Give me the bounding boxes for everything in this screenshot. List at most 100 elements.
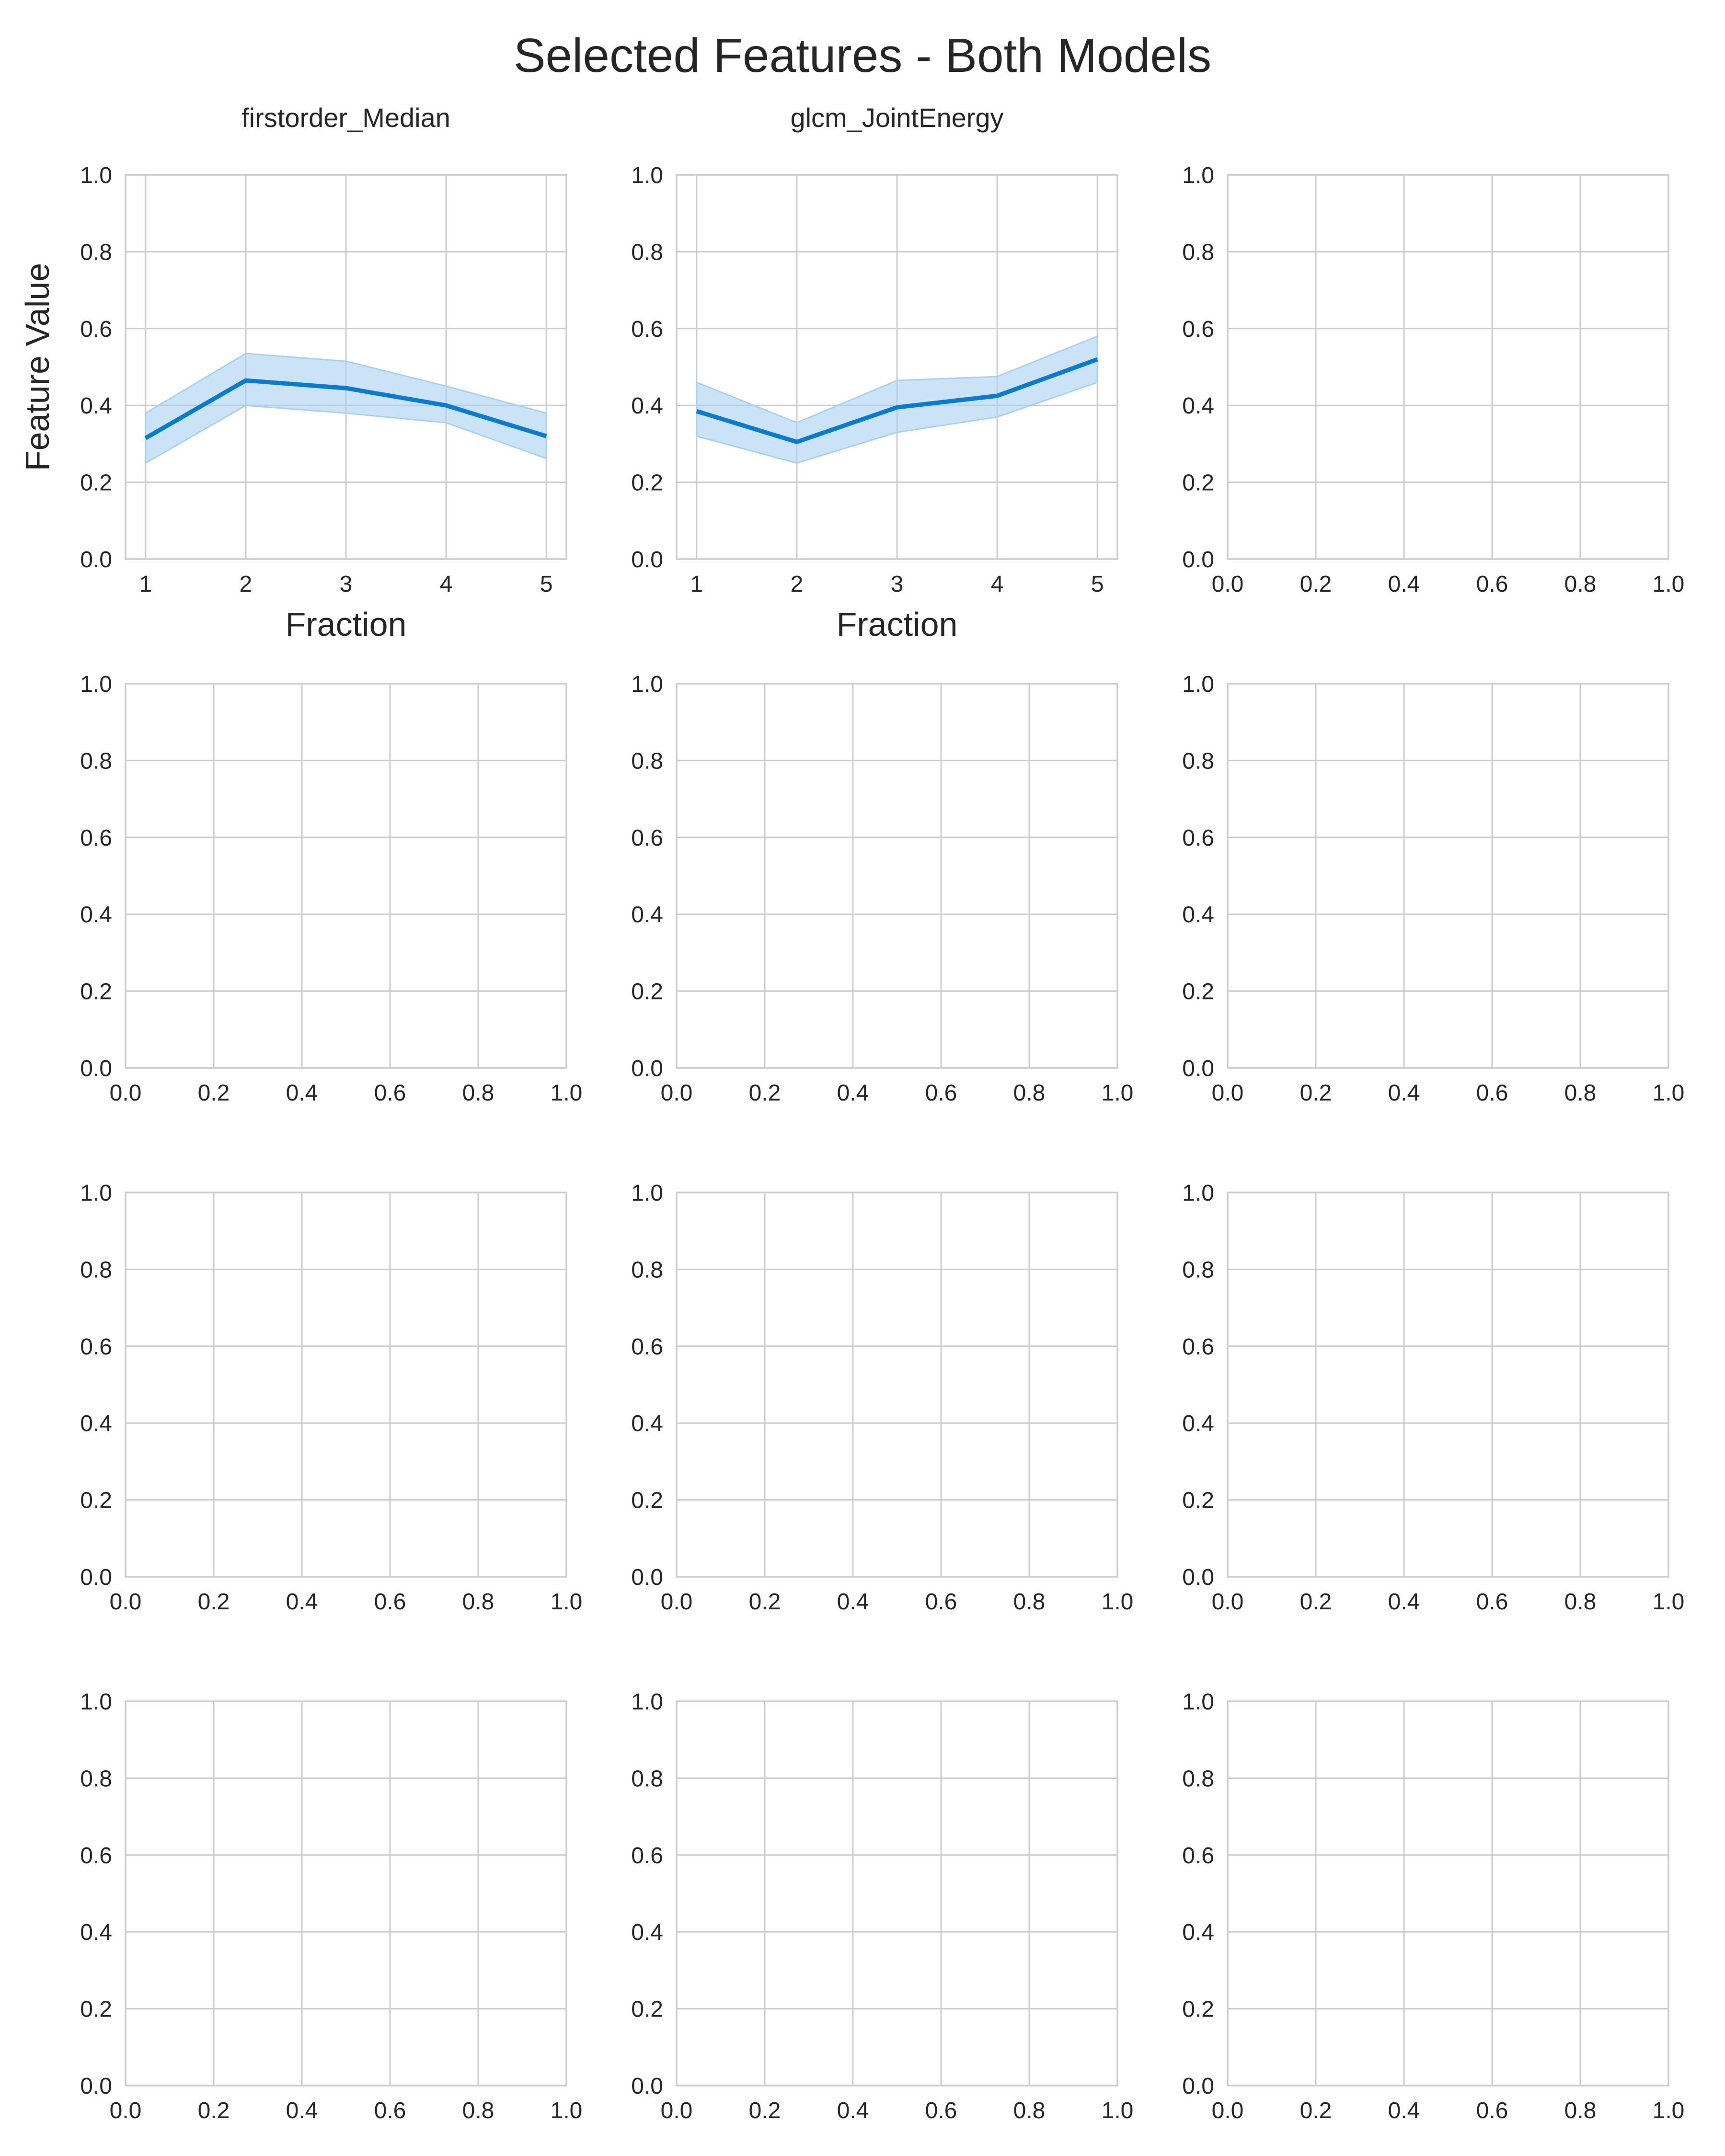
x-tick-label: 0.6 <box>374 1589 406 1615</box>
x-tick-label: 0.2 <box>1300 2098 1332 2123</box>
x-tick-label: 0.2 <box>198 1080 230 1106</box>
y-axis-label: Feature Value <box>19 263 56 471</box>
y-tick-label: 0.2 <box>1182 979 1214 1005</box>
x-tick-label: 1.0 <box>1102 2098 1134 2123</box>
y-tick-label: 0.0 <box>1182 1565 1214 1590</box>
y-tick-label: 1.0 <box>631 163 663 188</box>
y-tick-label: 0.4 <box>631 393 663 419</box>
axes-frame <box>1227 683 1669 1069</box>
subplot-6: 0.0 0.2 0.4 0.6 0.8 1.0 0.0 0.2 0.4 0.6 0.8 1.0 <box>1182 672 1684 1106</box>
y-tick-label: 0.6 <box>80 1334 112 1360</box>
y-tick-label: 0.0 <box>1182 2074 1214 2099</box>
y-tick-label: 1.0 <box>1182 672 1214 697</box>
x-tick-label: 0.4 <box>1388 2098 1420 2123</box>
x-tick-label: 0.2 <box>749 2098 781 2123</box>
y-tick-label: 0.2 <box>631 1997 663 2022</box>
y-tick-label: 0.8 <box>1182 240 1214 265</box>
x-tick-label: 0.0 <box>110 1080 142 1106</box>
y-tick-label: 0.6 <box>80 1843 112 1869</box>
x-tick-label: 0.0 <box>1212 1080 1244 1106</box>
y-tick-label: 0.6 <box>1182 1334 1214 1360</box>
axes-frame <box>125 1192 567 1578</box>
y-tick-label: 1.0 <box>631 1181 663 1206</box>
x-tick-label: 0.6 <box>1476 1080 1508 1106</box>
y-tick-label: 0.8 <box>80 1766 112 1791</box>
x-tick-label: 1 <box>690 572 703 597</box>
x-tick-label: 3 <box>340 572 353 597</box>
subplot-7: 0.0 0.2 0.4 0.6 0.8 1.0 0.0 0.2 0.4 0.6 0.8 1.0 <box>80 1181 582 1615</box>
y-tick-label: 0.4 <box>631 1411 663 1436</box>
y-tick-label: 0.0 <box>631 1565 663 1590</box>
y-tick-label: 0.2 <box>80 979 112 1005</box>
x-tick-label: 0.6 <box>374 1080 406 1106</box>
y-tick-label: 1.0 <box>80 1181 112 1206</box>
x-tick-label: 0.8 <box>1013 2098 1046 2123</box>
confidence-band <box>696 335 1098 464</box>
x-tick-label: 1.0 <box>551 1589 583 1615</box>
subplot-11: 0.0 0.2 0.4 0.6 0.8 1.0 0.0 0.2 0.4 0.6 0.8 1.0 <box>631 1689 1133 2123</box>
subplot-10: 0.0 0.2 0.4 0.6 0.8 1.0 0.0 0.2 0.4 0.6 0.8 1.0 <box>80 1689 582 2123</box>
y-tick-label: 0.8 <box>80 748 112 774</box>
y-tick-label: 0.4 <box>80 393 112 419</box>
y-tick-label: 0.8 <box>631 1766 663 1791</box>
x-tick-label: 1.0 <box>1102 1589 1134 1615</box>
x-tick-label: 2 <box>791 572 804 597</box>
y-tick-label: 0.6 <box>631 1843 663 1869</box>
x-tick-label: 0.6 <box>1476 1589 1508 1615</box>
y-tick-label: 0.0 <box>631 1056 663 1081</box>
x-tick-label: 0.6 <box>374 2098 406 2123</box>
axes-frame <box>1227 174 1669 560</box>
x-tick-label: 1.0 <box>1653 572 1685 597</box>
y-tick-label: 0.6 <box>80 317 112 342</box>
x-tick-label: 5 <box>540 572 553 597</box>
y-tick-label: 0.4 <box>631 1920 663 1945</box>
x-tick-label: 0.4 <box>837 2098 869 2123</box>
y-tick-label: 0.6 <box>1182 317 1214 342</box>
y-tick-label: 0.4 <box>1182 902 1214 928</box>
axes-frame <box>676 683 1118 1069</box>
y-tick-label: 0.8 <box>80 240 112 265</box>
x-tick-label: 0.8 <box>462 1080 494 1106</box>
x-tick-label: 0.2 <box>198 1589 230 1615</box>
x-tick-label: 0.6 <box>925 1080 957 1106</box>
x-tick-label: 1.0 <box>1653 1080 1685 1106</box>
y-tick-label: 0.8 <box>1182 1257 1214 1283</box>
axes-frame <box>1227 1700 1669 2087</box>
y-tick-label: 0.4 <box>80 1920 112 1945</box>
y-tick-label: 0.2 <box>631 470 663 496</box>
subplot-5: 0.0 0.2 0.4 0.6 0.8 1.0 0.0 0.2 0.4 0.6 0.8 1.0 <box>631 672 1133 1106</box>
y-tick-label: 0.2 <box>1182 1997 1214 2022</box>
y-tick-label: 1.0 <box>80 163 112 188</box>
x-tick-label: 0.8 <box>1013 1080 1046 1106</box>
x-tick-label: 0.0 <box>661 1589 693 1615</box>
y-tick-label: 0.8 <box>631 240 663 265</box>
x-tick-label: 0.2 <box>749 1080 781 1106</box>
x-axis-label: Fraction <box>286 606 407 643</box>
subplot-2: 1 2 3 4 5 0.0 0.2 0.4 0.6 0.8 1.0 glcm_JointEnergy F… <box>631 103 1118 643</box>
y-tick-label: 0.6 <box>1182 1843 1214 1869</box>
x-tick-label: 0.4 <box>837 1589 869 1615</box>
x-tick-label: 0.0 <box>661 2098 693 2123</box>
x-tick-label: 0.8 <box>1564 1080 1597 1106</box>
x-tick-label: 0.6 <box>1476 2098 1508 2123</box>
x-tick-label: 0.2 <box>1300 1589 1332 1615</box>
subplot-4: 0.0 0.2 0.4 0.6 0.8 1.0 0.0 0.2 0.4 0.6 0.8 1.0 <box>80 672 582 1106</box>
y-tick-label: 0.0 <box>1182 1056 1214 1081</box>
axes-frame <box>125 1700 567 2087</box>
x-tick-label: 0.2 <box>1300 1080 1332 1106</box>
y-tick-label: 0.4 <box>631 902 663 928</box>
x-tick-label: 0.0 <box>1212 2098 1244 2123</box>
x-tick-label: 0.2 <box>749 1589 781 1615</box>
y-tick-label: 0.0 <box>631 547 663 573</box>
y-tick-label: 0.0 <box>80 2074 112 2099</box>
x-tick-label: 0.4 <box>1388 1080 1420 1106</box>
y-tick-label: 0.8 <box>631 748 663 774</box>
x-tick-label: 1.0 <box>551 1080 583 1106</box>
x-tick-label: 0.0 <box>661 1080 693 1106</box>
x-tick-label: 1 <box>139 572 152 597</box>
axes-frame <box>676 1700 1118 2087</box>
y-tick-label: 0.2 <box>80 1997 112 2022</box>
x-tick-label: 0.6 <box>925 2098 957 2123</box>
